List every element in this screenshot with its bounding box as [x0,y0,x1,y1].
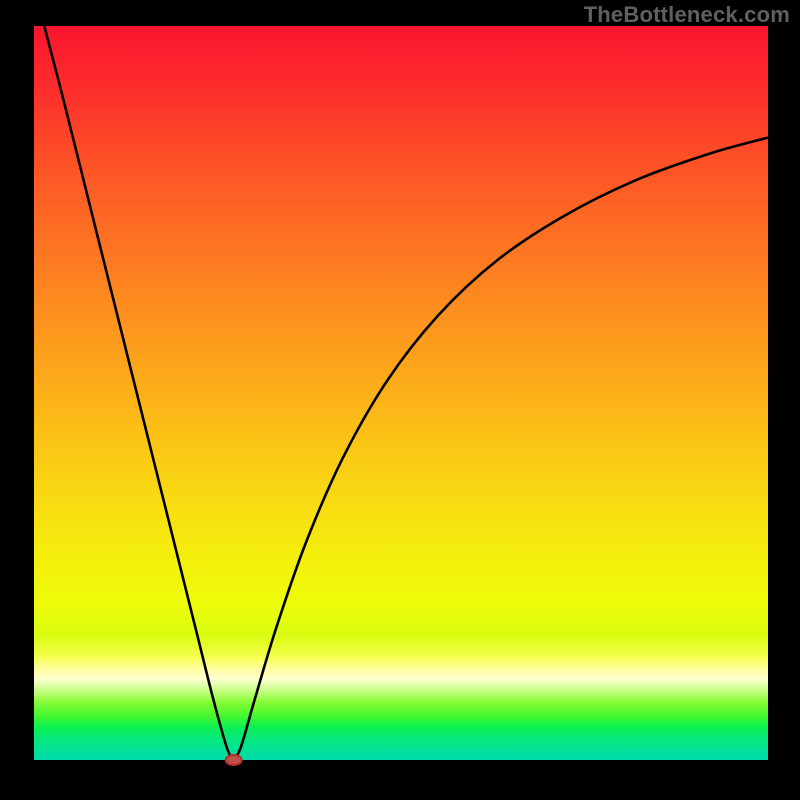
bottleneck-chart [0,0,800,800]
chart-container: TheBottleneck.com [0,0,800,800]
plot-background [34,26,768,760]
minimum-marker [226,755,242,765]
watermark-text: TheBottleneck.com [584,2,790,28]
